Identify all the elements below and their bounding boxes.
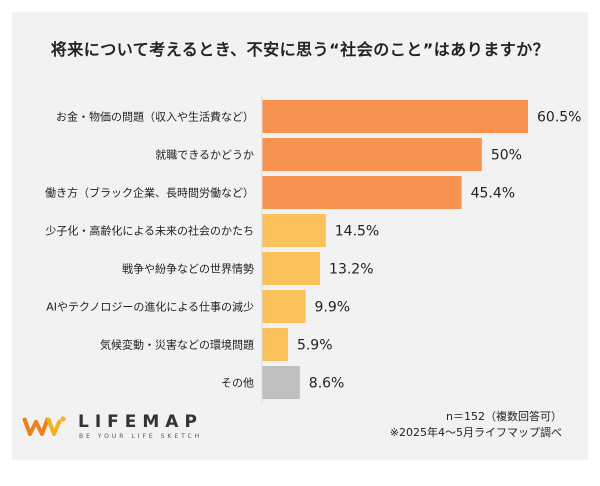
value-label-4: 14.5% bbox=[335, 224, 379, 240]
bar-7 bbox=[262, 328, 288, 361]
category-label-7: 気候変動・災害などの環境問題 bbox=[100, 338, 254, 352]
category-label-5: 戦争や紛争などの世界情勢 bbox=[122, 262, 254, 276]
brand-tagline: BE YOUR LIFE SKETCH bbox=[79, 433, 203, 440]
category-label-3: 働き方（ブラック企業、長時間労働など） bbox=[45, 186, 254, 200]
category-label-1: お金・物価の問題（収入や生活費など） bbox=[56, 110, 254, 124]
value-label-6: 9.9% bbox=[315, 300, 351, 316]
lifemap-logo-mark-icon bbox=[22, 416, 66, 436]
source-note: ※2025年4〜5月ライフマップ調べ bbox=[389, 426, 562, 439]
bar-8 bbox=[262, 366, 300, 399]
value-label-8: 8.6% bbox=[309, 376, 345, 392]
bar-5 bbox=[262, 252, 321, 285]
value-label-3: 45.4% bbox=[471, 186, 515, 202]
sample-size-note: n＝152（複数回答可） bbox=[446, 410, 562, 423]
lifemap-logo: LIFEMAP BE YOUR LIFE SKETCH bbox=[22, 412, 222, 442]
value-label-2: 50% bbox=[491, 148, 522, 164]
bar-2 bbox=[262, 138, 482, 171]
value-label-1: 60.5% bbox=[537, 110, 581, 126]
chart-title: 将来について考えるとき、不安に思う“社会のこと”はありますか？ bbox=[50, 40, 550, 59]
category-label-4: 少子化・高齢化による未来の社会のかたち bbox=[45, 224, 254, 238]
value-label-5: 13.2% bbox=[329, 262, 373, 278]
category-label-2: 就職できるかどうか bbox=[155, 148, 254, 162]
value-label-7: 5.9% bbox=[297, 338, 333, 354]
bar-3 bbox=[262, 176, 462, 209]
bar-4 bbox=[262, 214, 326, 247]
category-label-8: その他 bbox=[221, 377, 254, 390]
bar-6 bbox=[262, 290, 306, 323]
category-label-6: AIやテクノロジーの進化による仕事の減少 bbox=[46, 300, 254, 314]
bar-1 bbox=[262, 100, 528, 133]
brand-name: LIFEMAP bbox=[78, 412, 203, 432]
